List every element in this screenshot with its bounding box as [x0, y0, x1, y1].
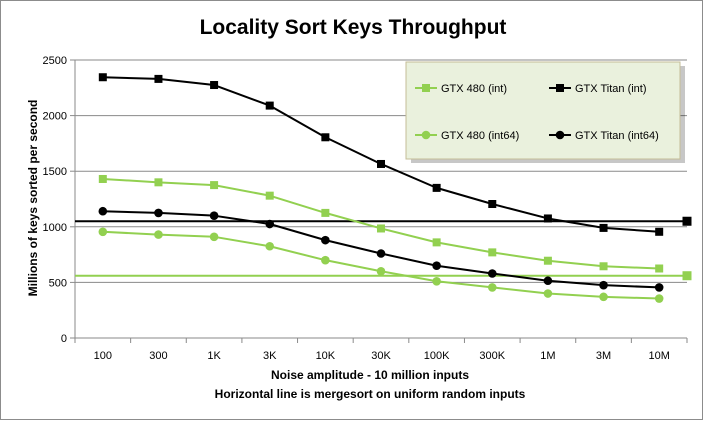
point-gtx-480-int: [98, 174, 107, 183]
legend-label: GTX 480 (int64): [441, 130, 519, 142]
legend-box: [405, 61, 681, 160]
y-tick-label: 1000: [43, 222, 67, 234]
y-tick-label: 2000: [43, 111, 67, 123]
point-gtx-480-int: [154, 178, 163, 187]
x-tick-label: 30K: [371, 350, 391, 362]
x-tick-label: 100K: [424, 350, 450, 362]
x-tick-label: 3K: [263, 350, 277, 362]
point-gtx-480-int64: [209, 232, 219, 242]
point-gtx-titan-int64: [543, 276, 553, 286]
point-gtx-480-int64: [543, 289, 553, 298]
point-gtx-480-int64: [654, 294, 664, 303]
point-gtx-titan-int64: [265, 219, 275, 229]
point-gtx-480-int64: [599, 292, 608, 302]
reference-line-marker: [682, 271, 692, 281]
point-gtx-titan-int: [210, 81, 219, 90]
x-tick-label: 1K: [207, 350, 221, 362]
point-gtx-480-int64: [432, 276, 441, 286]
chart-title: Locality Sort Keys Throughput: [200, 16, 507, 39]
point-gtx-480-int: [377, 224, 385, 233]
point-gtx-480-int64: [98, 227, 108, 237]
x-axis-note: Horizontal line is mergesort on uniform …: [215, 387, 526, 401]
y-tick-label: 2500: [43, 55, 67, 67]
series-line-gtx-480-int64: [102, 230, 660, 300]
y-tick-label: 0: [61, 333, 67, 345]
legend-marker: [422, 84, 430, 92]
point-gtx-480-int: [321, 208, 330, 217]
x-tick-label: 10K: [316, 350, 336, 362]
point-gtx-480-int64: [376, 266, 386, 276]
x-axis-label: Noise amplitude - 10 million inputs: [271, 368, 469, 382]
point-gtx-480-int: [432, 238, 441, 247]
point-gtx-480-int: [543, 256, 552, 265]
legend-label: GTX 480 (int): [441, 83, 507, 95]
point-gtx-titan-int64: [376, 249, 386, 258]
plot-area: [74, 60, 688, 343]
x-tick-label: 100: [94, 350, 112, 362]
point-gtx-titan-int: [488, 200, 497, 209]
y-axis-label: Millions of keys sorted per second: [26, 100, 40, 297]
point-gtx-480-int: [655, 264, 664, 273]
point-gtx-480-int: [488, 248, 497, 257]
point-gtx-480-int: [599, 262, 608, 271]
point-gtx-titan-int: [432, 183, 441, 192]
legend-label: GTX Titan (int): [575, 83, 647, 95]
reference-line-marker: [682, 216, 692, 226]
point-gtx-titan-int64: [209, 211, 219, 220]
point-gtx-480-int: [265, 191, 274, 200]
point-gtx-titan-int64: [654, 283, 664, 292]
legend: GTX 480 (int) GTX Titan (int) GTX 480 (int…: [405, 61, 685, 163]
series-markers: [98, 73, 664, 303]
x-tick-label: 300K: [479, 350, 505, 362]
point-gtx-titan-int: [98, 73, 107, 82]
point-gtx-titan-int: [154, 74, 163, 83]
reference-lines: [75, 216, 692, 281]
y-tick-label: 500: [49, 277, 67, 289]
legend-marker: [555, 130, 565, 140]
point-gtx-titan-int: [543, 214, 552, 223]
legend-label: GTX Titan (int64): [575, 130, 659, 142]
x-tick-label: 10M: [648, 350, 669, 362]
x-tick-label: 300: [149, 350, 167, 362]
legend-marker: [421, 130, 431, 140]
legend-marker: [556, 84, 564, 92]
point-gtx-480-int64: [487, 283, 497, 292]
point-gtx-titan-int: [599, 223, 608, 232]
point-gtx-480-int: [210, 181, 219, 190]
point-gtx-480-int64: [265, 241, 275, 251]
y-tick-labels: 0 500 1000 1500 2000 2500: [43, 55, 67, 345]
x-tick-label: 1M: [540, 350, 555, 362]
x-tick-labels: 100 300 1K 3K 10K 30K 100K 300K 1M 3M 10M: [94, 350, 670, 362]
point-gtx-titan-int64: [98, 206, 108, 216]
point-gtx-titan-int64: [432, 261, 441, 271]
point-gtx-480-int64: [154, 230, 163, 239]
point-gtx-titan-int: [265, 101, 274, 110]
point-gtx-titan-int64: [599, 280, 608, 290]
x-tick-label: 3M: [596, 350, 611, 362]
point-gtx-titan-int: [655, 227, 664, 236]
y-tick-label: 1500: [43, 166, 67, 178]
point-gtx-480-int64: [321, 255, 330, 265]
point-gtx-titan-int64: [321, 235, 330, 245]
point-gtx-titan-int64: [487, 269, 497, 278]
point-gtx-titan-int: [321, 133, 330, 142]
point-gtx-titan-int: [377, 159, 385, 168]
point-gtx-titan-int64: [154, 208, 163, 218]
grid-lines: [70, 59, 687, 339]
